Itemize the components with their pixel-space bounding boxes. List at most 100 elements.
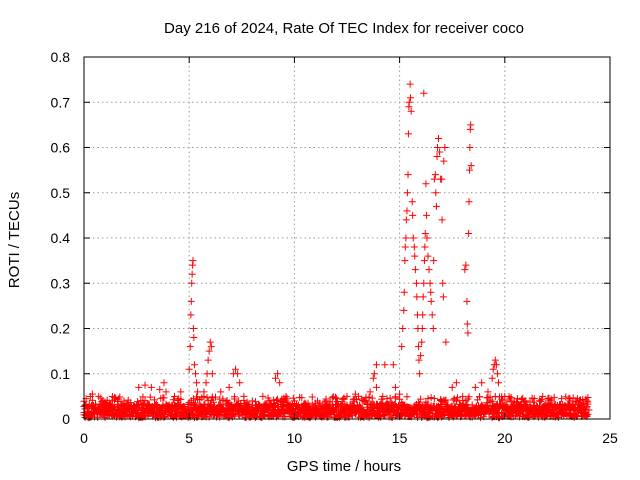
data-point — [409, 234, 417, 242]
data-point — [351, 390, 359, 398]
data-point — [492, 361, 500, 369]
y-tick-label: 0.4 — [51, 230, 71, 246]
data-point — [432, 202, 440, 210]
data-point — [208, 370, 216, 378]
baseline-point — [403, 393, 411, 401]
data-point — [466, 144, 474, 151]
data-point — [405, 98, 413, 106]
baseline-point — [442, 396, 450, 404]
tick-labels: 0 5 10 15 20 25 0 0.1 0.2 0.3 0.4 0.5 0.6 0.7 0.8 — [51, 49, 618, 446]
baseline-point — [562, 393, 570, 401]
data-point — [442, 338, 450, 346]
data-point — [81, 401, 89, 409]
data-point — [391, 383, 399, 391]
data-point — [439, 279, 447, 287]
data-point — [202, 379, 210, 387]
data-point — [409, 211, 417, 219]
baseline-point — [476, 393, 484, 401]
data-point — [464, 329, 472, 337]
baseline-point — [381, 410, 389, 418]
data-point — [463, 320, 471, 328]
data-point — [187, 311, 195, 319]
data-point — [425, 266, 433, 274]
data-point — [225, 383, 233, 391]
plot-frame — [83, 56, 611, 420]
data-point — [418, 325, 426, 332]
data-point — [438, 175, 446, 183]
data-point — [404, 130, 412, 138]
data-point — [436, 148, 444, 156]
baseline-point — [529, 398, 537, 406]
data-point — [401, 257, 409, 265]
data-point — [189, 257, 197, 265]
data-point — [428, 311, 436, 319]
baseline-point — [208, 394, 216, 402]
data-point — [185, 365, 193, 373]
data-point — [396, 390, 404, 398]
x-tick-label: 25 — [602, 430, 618, 446]
data-point — [404, 171, 412, 179]
data-point — [411, 266, 419, 274]
grid-lines — [84, 57, 610, 419]
data-point — [424, 252, 432, 260]
y-tick-label: 0.2 — [51, 321, 71, 337]
baseline-point — [424, 395, 432, 403]
data-point — [421, 243, 429, 251]
data-point — [192, 370, 200, 378]
data-point — [401, 243, 409, 251]
data-point — [372, 361, 380, 369]
data-point — [583, 397, 591, 405]
baseline-point — [269, 396, 277, 404]
data-point — [162, 388, 170, 396]
baseline-point — [453, 394, 461, 402]
data-point — [259, 392, 267, 400]
data-point — [88, 390, 96, 398]
y-tick-label: 0.5 — [51, 185, 71, 201]
data-point — [408, 198, 416, 206]
baseline-point — [298, 394, 306, 402]
data-point — [471, 383, 479, 391]
data-point — [194, 388, 202, 396]
data-point — [539, 392, 547, 400]
baseline-point — [500, 412, 508, 420]
data-point — [465, 166, 473, 174]
data-point — [332, 395, 340, 403]
data-point — [435, 134, 443, 142]
baseline-point — [417, 395, 425, 403]
data-point — [402, 234, 410, 242]
data-point — [403, 207, 411, 215]
baseline-point — [230, 395, 238, 403]
baseline-point — [209, 398, 217, 406]
data-point — [465, 229, 473, 237]
baseline-point — [584, 410, 592, 418]
baseline-point — [427, 394, 435, 402]
data-point — [459, 392, 467, 400]
data-point — [290, 397, 298, 405]
y-tick-label: 0 — [62, 411, 70, 427]
data-point — [547, 397, 555, 405]
data-point — [440, 157, 448, 165]
baseline-point — [583, 411, 591, 419]
data-point — [207, 343, 215, 351]
data-point — [282, 392, 290, 400]
data-point — [427, 297, 435, 305]
y-tick-label: 0.7 — [51, 94, 71, 110]
data-point — [448, 383, 456, 391]
data-point — [366, 388, 374, 396]
data-point — [236, 379, 244, 387]
data-point — [322, 397, 330, 405]
data-point — [430, 257, 438, 265]
x-tick-label: 10 — [287, 430, 303, 446]
data-point — [418, 338, 426, 346]
data-point — [432, 189, 440, 197]
data-point — [433, 144, 441, 151]
data-point — [417, 352, 425, 360]
data-point — [467, 162, 475, 170]
baseline-point — [169, 396, 177, 404]
data-point — [430, 175, 438, 183]
data-point — [423, 211, 431, 219]
data-point — [118, 401, 126, 409]
data-point — [415, 343, 423, 351]
data-point — [193, 379, 201, 387]
